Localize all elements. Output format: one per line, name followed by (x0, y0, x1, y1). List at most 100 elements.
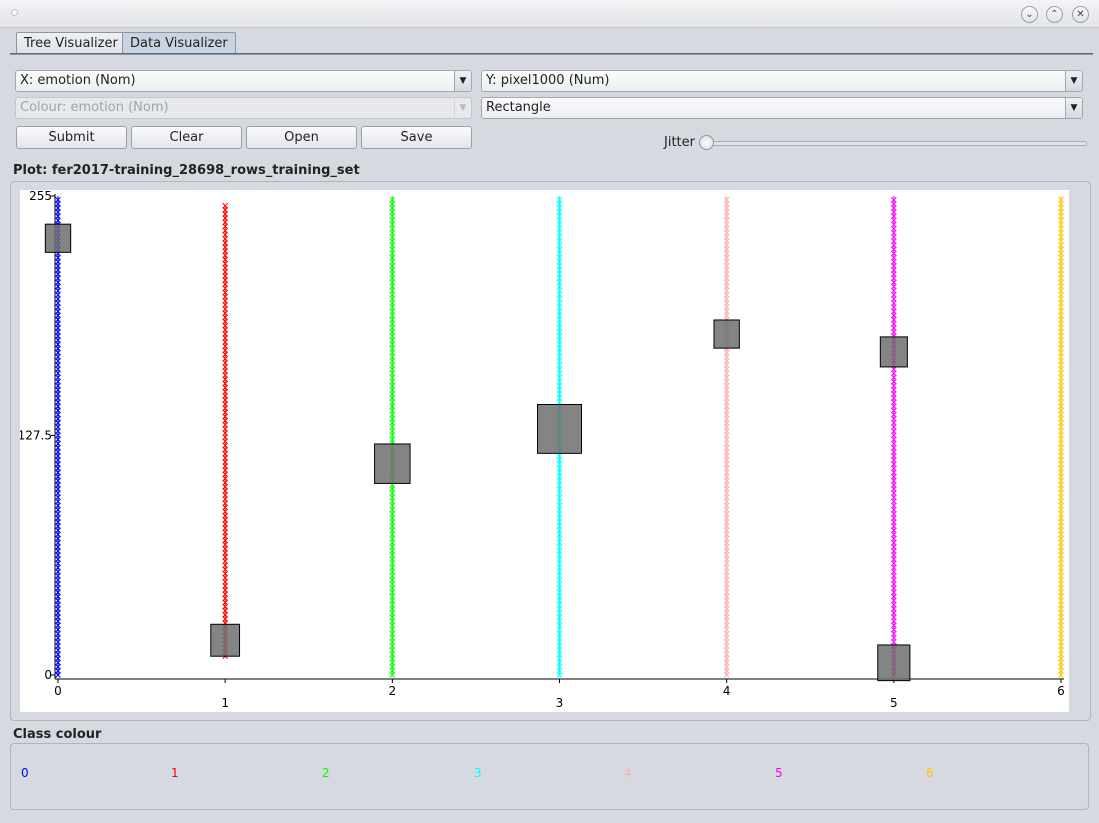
data-point (222, 616, 229, 622)
data-point (1058, 597, 1064, 604)
open-button[interactable]: Open (246, 126, 357, 149)
data-point (222, 306, 229, 312)
data-point (556, 477, 563, 484)
data-point (222, 446, 229, 453)
submit-button[interactable]: Submit (16, 126, 127, 149)
data-point (389, 601, 396, 608)
data-point (222, 504, 229, 511)
data-point (389, 399, 396, 406)
x-tick-label: 6 (1057, 684, 1065, 698)
save-button[interactable]: Save (361, 126, 472, 149)
data-point (1058, 341, 1064, 348)
data-point (389, 312, 396, 319)
legend-item-2[interactable]: 2 (322, 766, 330, 780)
data-point (222, 426, 229, 432)
data-point (723, 465, 730, 472)
data-point (556, 601, 563, 608)
data-point (723, 510, 730, 517)
data-point (890, 506, 897, 513)
data-point (222, 471, 229, 478)
data-point (222, 537, 229, 544)
data-point (1058, 258, 1064, 265)
data-point (1058, 436, 1064, 443)
data-point (890, 263, 897, 269)
data-point (389, 614, 396, 620)
data-point (222, 409, 229, 416)
data-point (723, 647, 730, 654)
data-point (890, 527, 897, 534)
data-point (1058, 560, 1064, 567)
tab-data-visualizer[interactable]: Data Visualizer (122, 32, 236, 54)
data-point (556, 498, 563, 505)
legend-item-1[interactable]: 1 (171, 766, 179, 780)
data-point (723, 242, 730, 249)
data-point (222, 434, 229, 441)
data-point (55, 432, 61, 439)
data-point (222, 244, 229, 250)
minimize-icon[interactable]: ⌄ (1021, 6, 1038, 23)
legend-item-6[interactable]: 6 (926, 766, 934, 780)
data-point (222, 380, 229, 387)
window-menu-icon[interactable] (11, 9, 18, 16)
data-point (890, 213, 897, 220)
y-axis-select[interactable]: Y: pixel1000 (Num) ▼ (481, 70, 1083, 92)
plot-area[interactable]: 255 127.5 0 0 1 2 3 4 5 6 (18, 189, 1069, 712)
tab-tree-visualizer[interactable]: Tree Visualizer (16, 32, 126, 54)
x-axis-select[interactable]: X: emotion (Nom) ▼ (15, 70, 472, 92)
data-point (723, 225, 730, 232)
data-point (556, 535, 563, 542)
data-point (1058, 428, 1064, 435)
data-point (1058, 552, 1064, 559)
clear-button[interactable]: Clear (131, 126, 242, 149)
data-point (55, 312, 61, 319)
data-point (222, 260, 229, 267)
data-point (222, 326, 229, 333)
y-tick-label: 255 (29, 190, 52, 203)
data-point (389, 432, 396, 439)
y-tick-label: 0 (44, 668, 52, 682)
data-point (389, 407, 396, 414)
data-point (890, 510, 897, 517)
data-point (389, 655, 396, 662)
data-point (723, 201, 730, 207)
data-point (723, 399, 730, 406)
data-point (1058, 610, 1064, 616)
data-point (556, 639, 563, 645)
legend-item-0[interactable]: 0 (21, 766, 29, 780)
data-point (55, 333, 61, 339)
data-point (1058, 626, 1064, 633)
data-point (890, 279, 897, 286)
data-point (1058, 217, 1064, 224)
legend-item-5[interactable]: 5 (775, 766, 783, 780)
x-axis-select-value: X: emotion (Nom) (20, 73, 136, 88)
data-point (222, 479, 229, 486)
data-point (723, 568, 730, 575)
data-point (55, 630, 61, 637)
data-point (890, 225, 897, 232)
data-point (1058, 283, 1064, 290)
data-point (723, 415, 730, 422)
data-point (389, 581, 396, 587)
legend-item-3[interactable]: 3 (474, 766, 482, 780)
data-point (723, 391, 730, 397)
data-point (1058, 201, 1064, 207)
data-point (1058, 387, 1064, 393)
data-point (1058, 453, 1064, 459)
legend-item-4[interactable]: 4 (624, 766, 632, 780)
data-point (55, 300, 61, 306)
data-point (723, 275, 730, 282)
close-icon[interactable]: ✕ (1072, 6, 1089, 23)
data-point (55, 407, 61, 414)
data-point (55, 651, 61, 658)
data-point (389, 205, 396, 211)
data-point (55, 258, 61, 265)
data-point (389, 345, 396, 352)
jitter-slider-thumb[interactable] (699, 135, 714, 150)
data-point (389, 196, 396, 203)
data-point (723, 246, 730, 253)
shape-select[interactable]: Rectangle ▼ (481, 97, 1083, 119)
data-point (222, 496, 229, 503)
jitter-slider-track[interactable] (704, 141, 1087, 146)
data-point (222, 521, 229, 527)
maximize-icon[interactable]: ⌃ (1046, 6, 1063, 23)
